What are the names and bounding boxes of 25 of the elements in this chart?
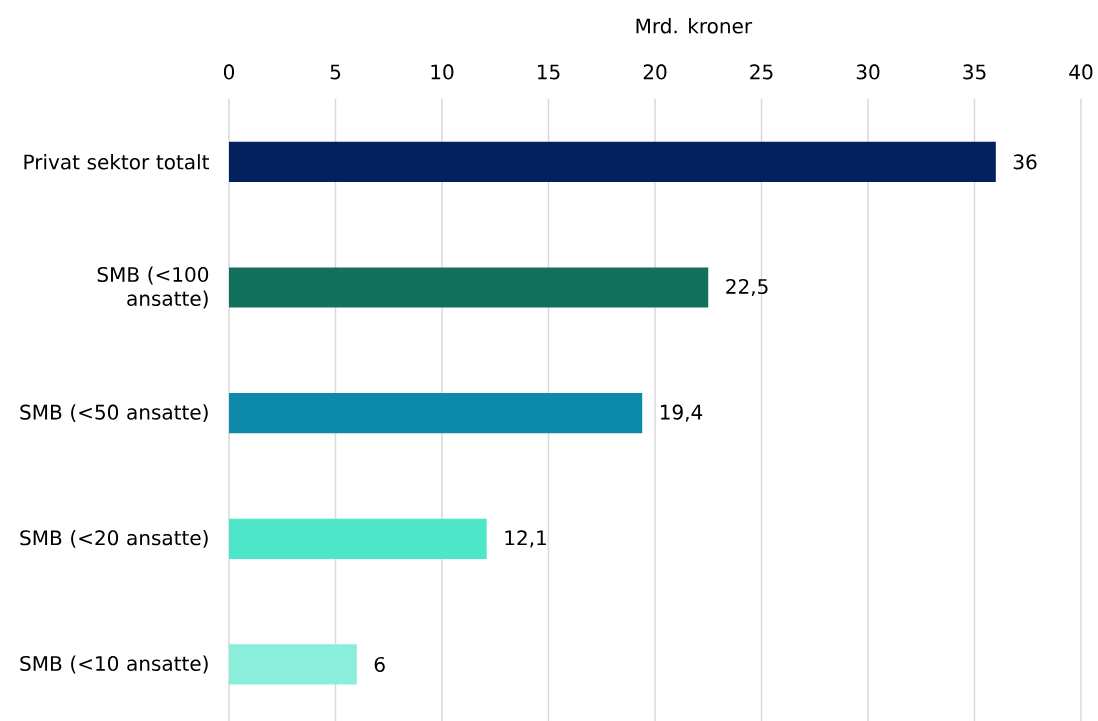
data-label: 36 — [1013, 154, 1037, 170]
x-tick-label: 30 — [856, 64, 880, 80]
x-tick-label: 15 — [537, 64, 560, 80]
y-tick-label: SMB (<10 ansatte) — [20, 655, 208, 674]
x-tick-label: 20 — [643, 64, 667, 80]
x-tick-label: 25 — [750, 64, 773, 80]
y-tick-label: SMB (<100 ansatte) — [97, 266, 209, 309]
x-tick-label: 0 — [223, 64, 235, 80]
y-tick-label: SMB (<20 ansatte) — [20, 529, 208, 548]
bar — [229, 393, 643, 434]
bar — [229, 644, 357, 685]
data-label: 12,1 — [505, 530, 546, 548]
data-label: 6 — [374, 656, 385, 673]
x-tick-label: 5 — [330, 64, 341, 80]
x-tick-label: 10 — [431, 64, 454, 80]
x-tick-label: 35 — [963, 64, 986, 80]
data-label: 22,5 — [726, 278, 768, 297]
data-label: 19,4 — [660, 404, 703, 422]
x-axis-title: Mrd. kroner — [636, 18, 753, 34]
bar — [229, 518, 487, 559]
y-tick-label: Privat sektor totalt — [24, 154, 209, 170]
bar — [229, 141, 996, 182]
y-tick-label: SMB (<50 ansatte) — [20, 404, 208, 423]
x-tick-label: 40 — [1069, 64, 1093, 80]
bar — [229, 267, 709, 308]
